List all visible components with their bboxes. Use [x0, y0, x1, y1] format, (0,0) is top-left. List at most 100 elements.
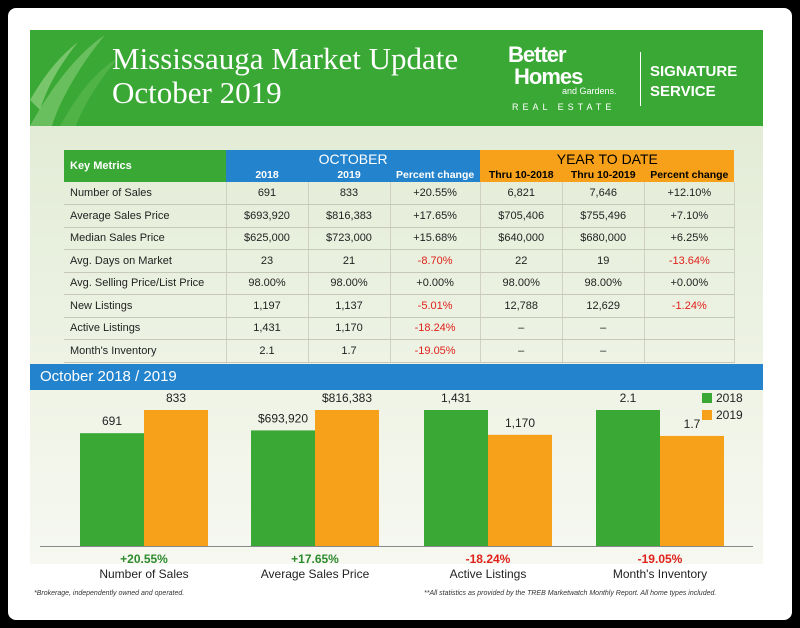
table-row: Median Sales Price $625,000 $723,000 +15.68…	[64, 227, 735, 250]
brand-line-4: REAL ESTATE	[512, 102, 616, 112]
metric-value: 1,431	[226, 317, 309, 340]
key-metrics-table: Key Metrics OCTOBER YEAR TO DATE 2018 20…	[64, 150, 735, 363]
metric-label: Active Listings	[64, 317, 227, 340]
metric-value: 98.00%	[562, 272, 645, 295]
metric-value: 98.00%	[480, 272, 563, 295]
bar-2019	[315, 410, 379, 546]
col-header: Thru 10-2019	[562, 168, 645, 182]
data-label: 833	[166, 391, 186, 405]
metric-value: 21	[308, 249, 391, 273]
metric-value: 12,629	[562, 294, 645, 318]
percent-change-label: +20.55%	[120, 552, 168, 566]
metric-label: Avg. Days on Market	[64, 249, 227, 273]
metric-value: 1,137	[308, 294, 391, 318]
metric-value: $625,000	[226, 227, 309, 250]
metrics-body: Number of Sales 691 833 +20.55% 6,821 7,646 +1…	[64, 182, 735, 363]
title-line-2: October 2019	[112, 75, 282, 110]
signature-line-2: SERVICE	[650, 83, 716, 100]
metric-label: Average Sales Price	[64, 204, 227, 228]
table-row: Active Listings 1,431 1,170 -18.24% – –	[64, 317, 735, 340]
data-label: 1.7	[684, 417, 701, 431]
metric-value: 12,788	[480, 294, 563, 318]
metric-value: -19.05%	[390, 339, 481, 363]
table-row: Avg. Days on Market 23 21 -8.70% 22 19 -13.64%	[64, 249, 735, 273]
col-header: 2018	[226, 168, 308, 182]
metric-value: -5.01%	[390, 294, 481, 318]
data-label: 1,431	[441, 391, 471, 405]
category-label: Average Sales Price	[261, 567, 370, 581]
percent-change-label: -18.24%	[466, 552, 511, 566]
footer-stats-note: **All statistics as provided by the TREB…	[424, 590, 717, 597]
metric-value: +17.65%	[390, 204, 481, 228]
metric-value: –	[480, 339, 563, 363]
metric-value: 1,197	[226, 294, 309, 318]
col-header: Percent change	[644, 168, 735, 182]
metric-label: Number of Sales	[64, 182, 227, 205]
legend-label: 2019	[716, 408, 743, 422]
metric-value: -8.70%	[390, 249, 481, 273]
metric-value: $755,496	[562, 204, 645, 228]
metric-value	[644, 317, 735, 340]
category-label: Month's Inventory	[613, 567, 707, 581]
metric-value: -13.64%	[644, 249, 735, 273]
metric-value: +7.10%	[644, 204, 735, 228]
brand-line-3: and Gardens.	[562, 86, 617, 96]
metric-value: $705,406	[480, 204, 563, 228]
signature-service: SIGNATURE SERVICE	[650, 62, 737, 102]
key-metrics-header: Key Metrics	[64, 150, 226, 182]
bar-2018	[424, 410, 488, 546]
bar-2018	[596, 410, 660, 546]
brand-line-1: Better	[508, 42, 567, 67]
metric-value: 1,170	[308, 317, 391, 340]
brand-logo: Better Homes and Gardens. REAL ESTATE	[508, 42, 628, 113]
data-label: $693,920	[258, 411, 308, 425]
table-row: Month's Inventory 2.1 1.7 -19.05% – –	[64, 339, 735, 363]
bar-2019	[144, 410, 208, 546]
bar-2018	[251, 430, 315, 546]
metric-value: 833	[308, 182, 391, 205]
metric-value: 691	[226, 182, 309, 205]
table-row: Average Sales Price $693,920 $816,383 +17.6…	[64, 204, 735, 228]
metric-value: +15.68%	[390, 227, 481, 250]
chart-section-title: October 2018 / 2019	[30, 364, 763, 390]
metric-value: $640,000	[480, 227, 563, 250]
bar-2019	[660, 435, 724, 546]
metric-value: 6,821	[480, 182, 563, 205]
percent-change-label: -19.05%	[638, 552, 683, 566]
metric-value: $816,383	[308, 204, 391, 228]
metric-value: 1.7	[308, 339, 391, 363]
table-row: New Listings 1,197 1,137 -5.01% 12,788 12,629…	[64, 294, 735, 318]
metric-value: –	[480, 317, 563, 340]
metric-value: -1.24%	[644, 294, 735, 318]
data-label: 691	[102, 414, 122, 428]
metric-label: Median Sales Price	[64, 227, 227, 250]
title-line-1: Mississauga Market Update	[112, 41, 459, 76]
metric-value: $680,000	[562, 227, 645, 250]
table-row: Avg. Selling Price/List Price 98.00% 98.00…	[64, 272, 735, 295]
percent-change-label: +17.65%	[291, 552, 339, 566]
metric-value: -18.24%	[390, 317, 481, 340]
data-label: $816,383	[322, 391, 372, 405]
brand-divider	[640, 52, 641, 106]
metric-value: –	[562, 317, 645, 340]
col-header: Thru 10-2018	[480, 168, 563, 182]
ytd-header: YEAR TO DATE	[480, 150, 735, 168]
leaf-graphic	[30, 35, 118, 126]
metric-value	[644, 339, 735, 363]
legend-swatch	[702, 393, 712, 403]
metric-value: 98.00%	[226, 272, 309, 295]
metric-value: 98.00%	[308, 272, 391, 295]
metric-value: $693,920	[226, 204, 309, 228]
metric-label: Month's Inventory	[64, 339, 227, 363]
page-title: Mississauga Market Update October 2019	[112, 42, 458, 110]
header-banner: Mississauga Market Update October 2019 B…	[30, 30, 763, 126]
signature-line-1: SIGNATURE	[650, 63, 738, 80]
col-header: 2019	[308, 168, 390, 182]
table-row: Number of Sales 691 833 +20.55% 6,821 7,646 +1…	[64, 182, 735, 205]
category-label: Number of Sales	[99, 567, 188, 581]
metric-value: +6.25%	[644, 227, 735, 250]
data-label: 1,170	[505, 416, 535, 430]
metric-label: New Listings	[64, 294, 227, 318]
footer-brokerage-note: *Brokerage, independently owned and oper…	[34, 590, 185, 597]
comparison-bar-chart: 691 833 +20.55%Number of Sales $693,920 $816…	[40, 391, 753, 581]
